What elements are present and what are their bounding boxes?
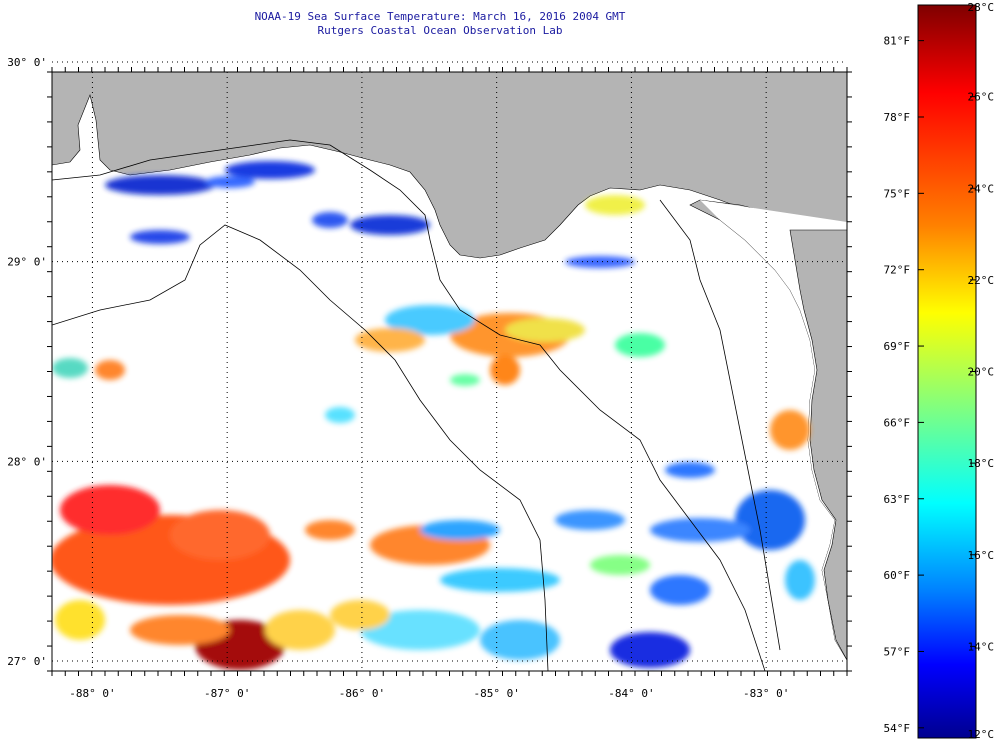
lat-tick-label: 30° 0'	[7, 56, 47, 69]
colorbar-celsius-label: 22°C	[968, 274, 995, 287]
colorbar-fahrenheit-label: 66°F	[884, 416, 911, 429]
colorbar-fahrenheit-label: 63°F	[884, 493, 911, 506]
colorbar-celsius-label: 16°C	[968, 549, 995, 562]
colorbar-fahrenheit-label: 78°F	[884, 111, 911, 124]
colorbar-celsius-label: 20°C	[968, 366, 995, 379]
lon-tick-label: -86° 0'	[339, 687, 385, 700]
colorbar-celsius-label: 18°C	[968, 457, 995, 470]
depth-contour	[52, 224, 549, 671]
axis-ticks: 30° 0' 29° 0' 28° 0' 27° 0' -88° 0' -87° 0' -8…	[7, 56, 852, 700]
map-subtitle: Rutgers Coastal Ocean Observation Lab	[317, 24, 563, 37]
lat-tick-label: 29° 0'	[7, 256, 47, 269]
colorbar-celsius-label: 28°C	[968, 1, 995, 14]
colorbar-celsius-label: 14°C	[968, 640, 995, 653]
colorbar-fahrenheit-label: 60°F	[884, 569, 911, 582]
colorbar-fahrenheit-label: 75°F	[884, 187, 911, 200]
colorbar-fahrenheit-label: 72°F	[884, 264, 911, 277]
colorbar: 28°C 26°C 24°C 22°C 20°C 18°C 16°C 14°C 12°C 81°…	[884, 1, 995, 741]
lat-tick-label: 28° 0'	[7, 455, 47, 468]
lon-tick-label: -84° 0'	[608, 687, 654, 700]
map-title: NOAA-19 Sea Surface Temperature: March 1…	[254, 10, 626, 23]
colorbar-celsius-label: 26°C	[968, 91, 995, 104]
colorbar-gradient	[917, 4, 977, 739]
lon-tick-label: -88° 0'	[69, 687, 115, 700]
sst-imagery	[52, 161, 815, 670]
lat-tick-label: 27° 0'	[7, 655, 47, 668]
colorbar-celsius-label: 12°C	[968, 728, 995, 741]
colorbar-fahrenheit-label: 57°F	[884, 645, 911, 658]
lon-tick-label: -83° 0'	[743, 687, 789, 700]
colorbar-fahrenheit-label: 81°F	[884, 35, 911, 48]
colorbar-fahrenheit-label: 69°F	[884, 340, 911, 353]
lon-tick-label: -85° 0'	[473, 687, 519, 700]
colorbar-fahrenheit-label: 54°F	[884, 722, 911, 735]
colorbar-celsius-label: 24°C	[968, 182, 995, 195]
lon-tick-label: -87° 0'	[204, 687, 250, 700]
